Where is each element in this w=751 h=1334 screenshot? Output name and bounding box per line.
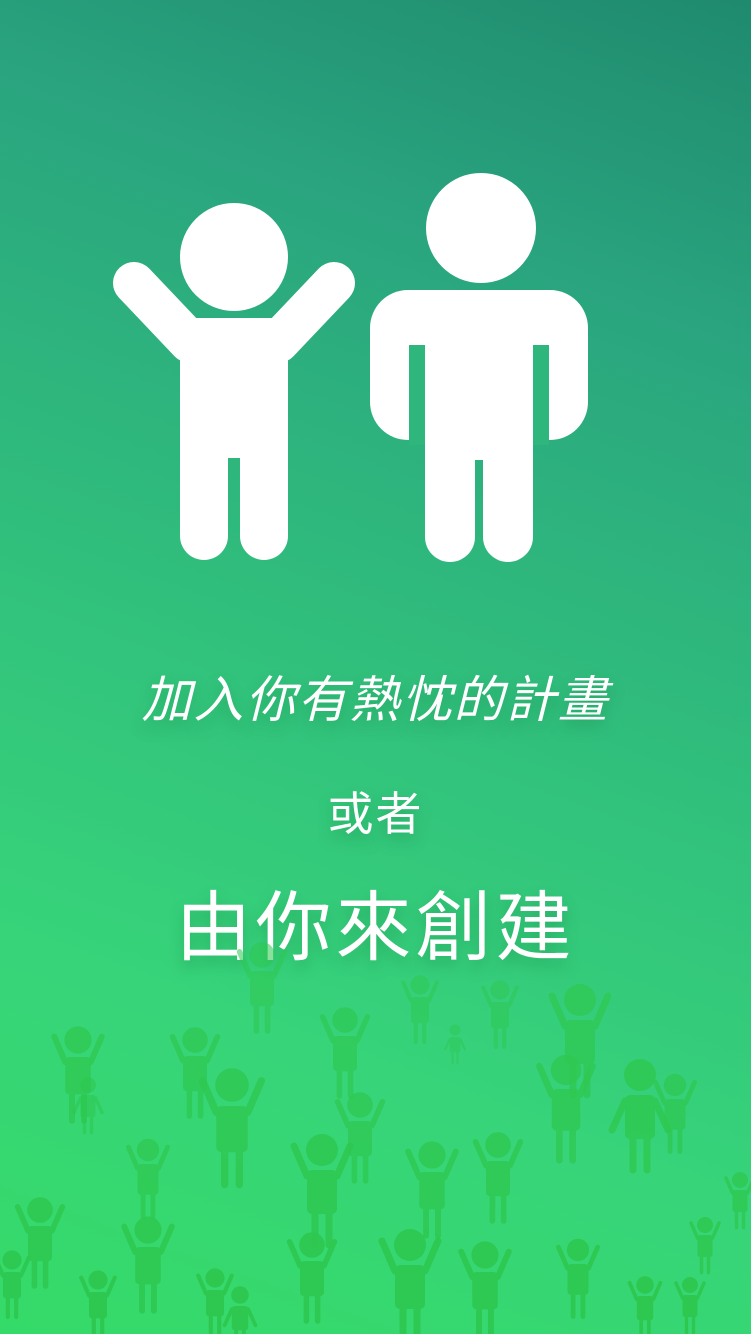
crowd-person-icon [378,1229,442,1334]
crowd-person-icon [14,1197,66,1289]
crowd-person-icon [689,1217,721,1275]
crowd-person-icon [290,1134,354,1249]
crowd-person-icon [401,975,439,1045]
crowd-person-icon [121,1216,175,1314]
crowd-person-icon [555,1238,601,1319]
crowd-person-icon [0,1250,31,1320]
crowd-person-icon [481,980,519,1050]
crowd-person-icon [198,1068,266,1189]
hero-illustration [113,173,588,562]
crowd-person-icon [674,1277,706,1334]
crowd-person-icon [472,1132,524,1224]
crowd-person-icon [458,1241,512,1334]
adult-standing-icon [370,173,588,562]
crowd-person-icon [443,1024,467,1065]
crowd-people-icon [0,942,751,1334]
crowd-person-icon [334,1092,386,1184]
child-arms-up-icon [113,203,355,560]
crowd-person-icon [724,1172,751,1230]
crowd-person-icon [286,1232,338,1324]
crowd-person-icon [405,1141,459,1239]
crowd-person-icon [72,1077,104,1135]
headline-join-project: 加入你有熱忱的計畫 [141,671,610,729]
crowd-person-icon [196,1268,234,1334]
crowd-person-icon [536,1054,596,1164]
crowd-person-icon [652,1073,698,1154]
crowd-person-icon [608,1059,672,1174]
crowd-person-icon [79,1270,117,1334]
crowd-person-icon [125,1138,171,1219]
crowd-person-icon [222,1286,258,1334]
headline-or: 或者 [327,787,424,841]
crowd-person-icon [627,1276,663,1334]
crowd-person-icon [236,942,288,1034]
crowd-person-icon [319,1007,371,1099]
